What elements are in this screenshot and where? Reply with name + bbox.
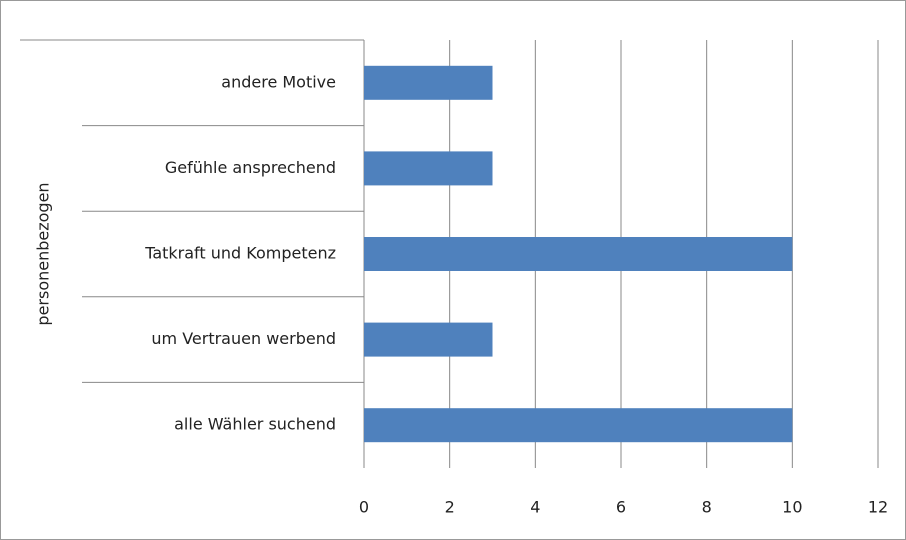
y-tick-label: andere Motive (221, 72, 336, 91)
x-tick-label: 12 (868, 498, 888, 517)
x-tick-label: 10 (782, 498, 802, 517)
y-tick-label: Tatkraft und Kompetenz (144, 244, 336, 263)
bar (364, 151, 493, 186)
bar (364, 408, 793, 443)
y-tick-label: um Vertrauen werbend (151, 329, 336, 348)
x-tick-label: 8 (702, 498, 712, 517)
x-tick-label: 4 (530, 498, 540, 517)
bar (364, 237, 793, 271)
group-label: personenbezogen (34, 182, 53, 325)
bar (364, 322, 493, 357)
y-tick-label: Gefühle ansprechend (165, 158, 336, 177)
x-tick-label: 2 (445, 498, 455, 517)
x-tick-label: 6 (616, 498, 626, 517)
x-tick-label: 0 (359, 498, 369, 517)
y-tick-label: alle Wähler suchend (174, 415, 336, 434)
bar (364, 65, 493, 100)
